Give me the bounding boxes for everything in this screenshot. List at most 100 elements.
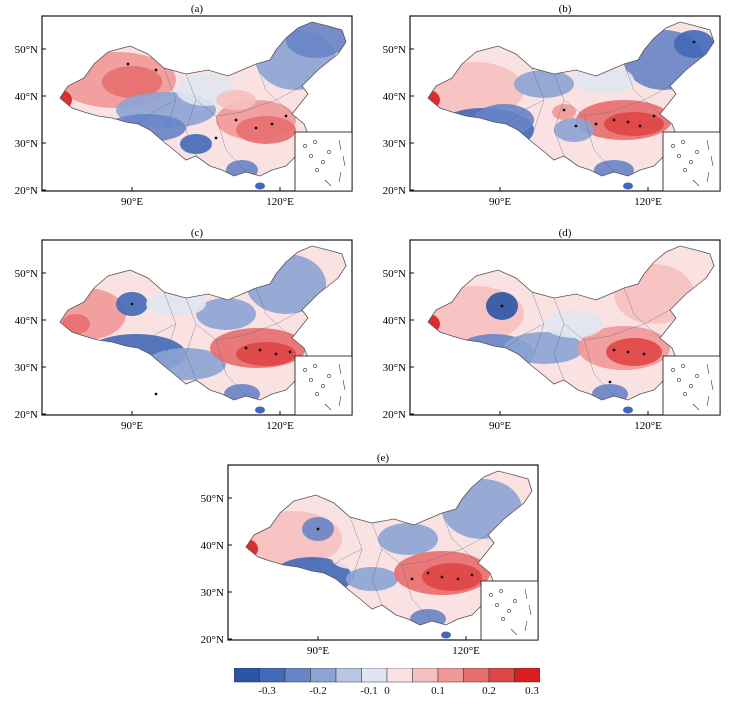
- inset-dash: [510, 628, 518, 636]
- inset-dash: [710, 379, 714, 391]
- significant-station: [126, 62, 130, 66]
- colorbar-swatch: [463, 667, 490, 683]
- lon-tick-label: 120°E: [266, 196, 294, 208]
- significant-station: [470, 573, 474, 577]
- colorbar: -0.3 -0.2 -0.1 0 0.1 0.2 0.3: [233, 667, 541, 702]
- lat-tick-label: 30°N: [383, 362, 406, 374]
- inset-island: [677, 378, 681, 382]
- significant-station: [244, 346, 248, 350]
- field-contour: [146, 292, 206, 316]
- inset-island: [495, 603, 499, 607]
- lat-tick-label: 40°N: [15, 91, 38, 103]
- inset-island: [689, 384, 693, 388]
- significant-station: [574, 124, 578, 128]
- inset-dash: [338, 139, 342, 151]
- colorbar-label: -0.3: [258, 685, 276, 697]
- lat-tick-label: 30°N: [201, 587, 224, 599]
- significant-station: [234, 118, 238, 122]
- lat-tick-label: 30°N: [383, 138, 406, 150]
- inset-island: [507, 609, 511, 613]
- province-line: [371, 548, 383, 606]
- inset-island: [695, 374, 699, 378]
- lat-tick-label: 50°N: [383, 44, 406, 56]
- south-china-sea-inset: [662, 131, 721, 192]
- panel-d: 50°N 40°N 30°N 20°N 90°E 120°E (d): [368, 224, 728, 439]
- inset-dash: [324, 179, 332, 187]
- province-lines: [137, 287, 303, 397]
- province-line: [215, 115, 247, 173]
- field-contour: [286, 22, 346, 58]
- inset-dash: [338, 363, 342, 375]
- lon-tick-label: 90°E: [307, 645, 329, 657]
- inset-dash: [342, 379, 346, 391]
- colorbar-swatch: [259, 667, 286, 683]
- inset-island: [313, 364, 317, 368]
- inset-island: [683, 168, 687, 172]
- inset-dash: [706, 139, 710, 151]
- panel-b: 50°N 40°N 30°N 20°N 90°E 120°E (b): [368, 0, 728, 215]
- lat-tick-label: 30°N: [15, 362, 38, 374]
- lat-tick-label: 30°N: [15, 138, 38, 150]
- panel-label: (c): [191, 227, 204, 239]
- lon-tick-label: 90°E: [489, 420, 511, 432]
- panel-label: (b): [559, 3, 572, 15]
- hainan-island: [255, 406, 265, 414]
- field-contour: [552, 104, 576, 120]
- inset-dash: [338, 171, 342, 183]
- inset-island: [309, 154, 313, 158]
- inset-dash: [528, 604, 532, 616]
- province-line: [255, 287, 293, 339]
- south-china-sea-inset: [662, 355, 721, 416]
- field-contour: [606, 338, 662, 366]
- lon-tick-label: 120°E: [634, 420, 662, 432]
- field-contour: [236, 342, 296, 366]
- country-outline: [427, 245, 715, 401]
- colorbar-swatch: [233, 667, 260, 683]
- province-line: [609, 85, 671, 113]
- province-line: [185, 99, 197, 157]
- significant-station: [594, 122, 598, 126]
- province-line: [185, 297, 243, 341]
- field-contour: [378, 523, 438, 555]
- field-contour: [514, 70, 574, 98]
- inset-dash: [692, 403, 700, 411]
- significant-station: [642, 352, 646, 356]
- significant-station: [608, 380, 612, 384]
- inset-dash: [706, 395, 710, 407]
- inset-islands: [303, 139, 346, 187]
- inset-island: [681, 140, 685, 144]
- country-outline: [59, 245, 347, 401]
- lat-tick-label: 20°N: [15, 185, 38, 197]
- inset-island: [501, 617, 505, 621]
- significant-station: [214, 136, 218, 140]
- lon-tick-label: 120°E: [266, 420, 294, 432]
- significant-station: [562, 108, 566, 112]
- lat-tick-label: 40°N: [201, 540, 224, 552]
- lat-tick-label: 50°N: [15, 268, 38, 280]
- colorbar-swatch: [437, 667, 464, 683]
- province-line: [185, 73, 243, 117]
- colorbar-swatch: [412, 667, 439, 683]
- inset-island: [671, 144, 675, 148]
- significant-station: [612, 118, 616, 122]
- colorbar-label: 0.1: [431, 685, 445, 697]
- significant-station: [274, 352, 278, 356]
- field-contour: [604, 112, 664, 136]
- significant-station: [288, 350, 292, 354]
- lon-tick-label: 90°E: [121, 196, 143, 208]
- inset-island: [489, 593, 493, 597]
- significant-station: [284, 114, 288, 118]
- significant-station: [652, 114, 656, 118]
- colorbar-label: -0.2: [309, 685, 327, 697]
- colorbar-swatch: [514, 667, 541, 683]
- lat-tick-label: 50°N: [15, 44, 38, 56]
- inset-island: [315, 168, 319, 172]
- province-line: [623, 287, 661, 339]
- field-contour: [196, 298, 256, 330]
- inset-island: [327, 150, 331, 154]
- inset-island: [321, 160, 325, 164]
- significant-station: [626, 120, 630, 124]
- field-contour: [180, 134, 212, 154]
- inset-island: [315, 392, 319, 396]
- colorbar-swatch: [361, 667, 388, 683]
